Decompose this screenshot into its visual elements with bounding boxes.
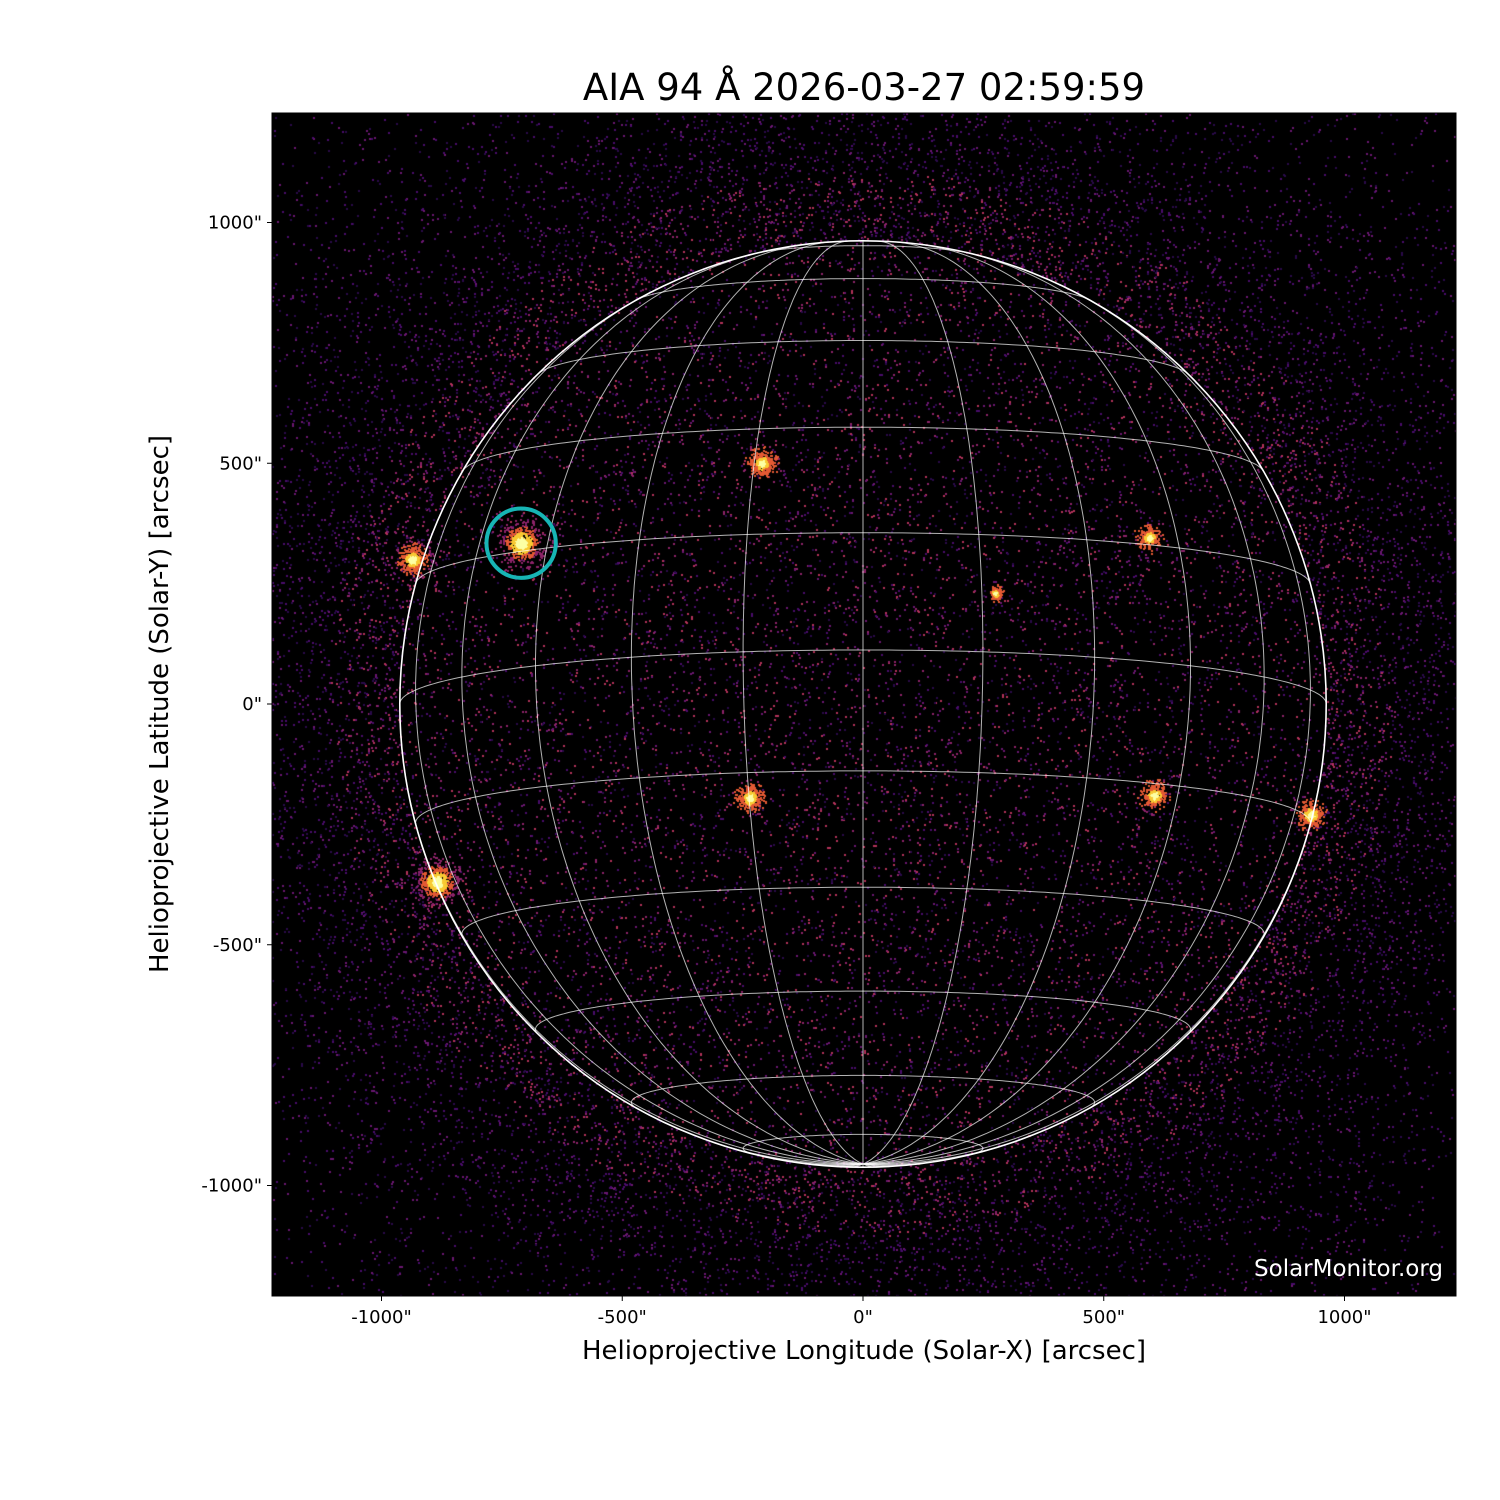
x-tick-label: -500" (598, 1307, 647, 1328)
longitude-line (399, 703, 863, 1165)
longitude-line (630, 241, 864, 1165)
x-tick-label: 0" (853, 1307, 873, 1328)
y-tick-label: 0" (242, 694, 262, 715)
longitude-line (415, 280, 864, 1165)
longitude-line (863, 703, 1327, 1165)
x-tick-label: -1000" (351, 1307, 412, 1328)
x-tick-label: 500" (1082, 1307, 1125, 1328)
flare-marker-circle (484, 506, 558, 580)
axis-ticks: -1000" -500" 0" 500" 1000" 1000" 500" 0" -500" -1… (201, 213, 1371, 1329)
axes-frame (271, 112, 1457, 1297)
longitude-line (862, 240, 984, 1165)
y-tick-label: 1000" (208, 213, 262, 234)
solar-image (272, 113, 1456, 1296)
y-tick-label: -1000" (201, 1176, 262, 1197)
longitude-line (535, 243, 864, 1165)
y-tick-label: -500" (213, 935, 262, 956)
x-tick-label: 1000" (1317, 1307, 1371, 1328)
longitude-line (862, 280, 1311, 1165)
y-tick-label: 500" (219, 453, 262, 474)
longitude-line (862, 243, 1191, 1165)
longitude-line (862, 241, 1096, 1165)
chart-title: AIA 94 Å 2026-03-27 02:59:59 (582, 66, 1146, 109)
x-axis-label: Helioprojective Longitude (Solar-X) [arc… (581, 1336, 1147, 1366)
longitude-line (461, 250, 864, 1165)
longitude-line (742, 240, 864, 1165)
heliographic-grid (399, 240, 1327, 1168)
watermark: SolarMonitor.org (1254, 1256, 1443, 1282)
longitude-line (862, 250, 1265, 1165)
y-axis-label: Helioprojective Latitude (Solar-Y) [arcs… (145, 434, 175, 974)
solar-limb (398, 239, 1328, 1169)
